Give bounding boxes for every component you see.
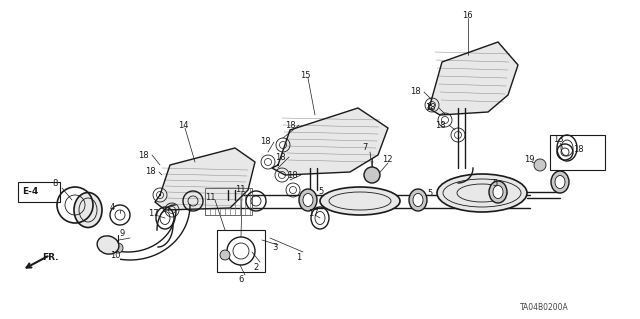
Bar [205,188,252,215]
Text: 16: 16 [462,11,472,19]
Ellipse shape [97,236,119,254]
Text: 17: 17 [308,209,319,218]
Ellipse shape [320,187,400,215]
Ellipse shape [437,174,527,212]
Polygon shape [272,108,388,175]
Text: TA04B0200A: TA04B0200A [520,303,569,313]
Text: 18: 18 [138,151,148,160]
Bar [550,135,605,170]
Text: 4: 4 [110,204,115,212]
Text: FR.: FR. [42,254,58,263]
Text: 17: 17 [148,209,159,218]
Text: 12: 12 [382,155,392,165]
Text: 10: 10 [110,251,120,261]
Ellipse shape [555,175,565,189]
Text: 6: 6 [238,276,243,285]
Ellipse shape [489,181,507,203]
Text: 2: 2 [253,263,259,271]
Text: 18: 18 [285,121,296,130]
Ellipse shape [413,194,423,206]
Text: 13: 13 [553,136,564,145]
Text: 5: 5 [318,187,323,196]
Text: 18: 18 [287,170,298,180]
Text: 18: 18 [145,167,156,176]
Polygon shape [155,148,255,210]
Text: 18: 18 [435,121,445,130]
Ellipse shape [493,186,503,198]
Text: 9: 9 [120,228,125,238]
Text: 15: 15 [300,70,310,79]
Text: 18: 18 [410,87,420,97]
Bar [18,182,60,202]
Text: E-4: E-4 [22,187,38,196]
Ellipse shape [74,192,102,227]
Text: 18: 18 [425,103,436,113]
Circle shape [113,243,123,253]
Text: 5: 5 [492,179,497,188]
Ellipse shape [409,189,427,211]
Text: 8: 8 [52,179,58,188]
Text: 1: 1 [296,254,301,263]
Text: 11: 11 [205,192,216,202]
Text: 18: 18 [573,145,584,154]
Bar [217,230,265,272]
Text: 18: 18 [260,137,271,146]
Text: 19: 19 [524,155,534,165]
Polygon shape [428,42,518,115]
Text: 7: 7 [362,144,367,152]
Text: 3: 3 [272,243,277,253]
Ellipse shape [299,189,317,211]
Ellipse shape [551,171,569,193]
Text: 11: 11 [235,186,246,195]
Ellipse shape [303,194,313,206]
Circle shape [364,167,380,183]
Text: 14: 14 [178,121,189,130]
Circle shape [220,250,230,260]
Text: 5: 5 [427,189,432,197]
Text: 18: 18 [275,152,285,161]
Circle shape [534,159,546,171]
